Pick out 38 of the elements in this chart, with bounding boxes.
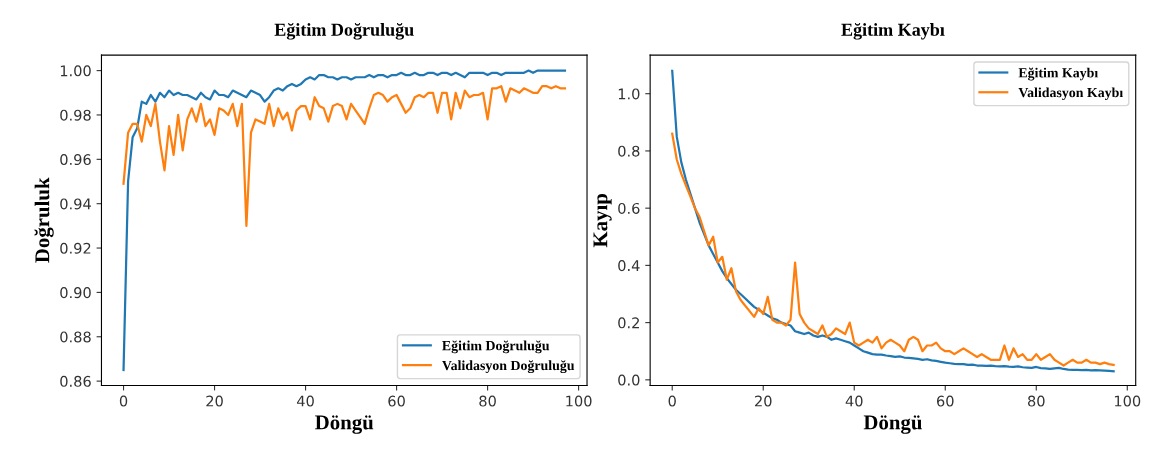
x-axis-title: Döngü [863, 415, 922, 434]
x-tick-label: 0 [119, 395, 128, 407]
y-tick-label: 0.90 [60, 287, 91, 299]
y-tick-label: 0.0 [618, 374, 640, 386]
legend-label: Validasyon Kaybı [1018, 87, 1123, 101]
x-tick-label: 40 [845, 395, 863, 407]
x-tick-label: 100 [566, 395, 592, 407]
legend-label: Validasyon Doğruluğu [442, 360, 575, 374]
y-tick-label: 0.8 [618, 145, 640, 157]
chart-title: Eğitim Doğruluğu [274, 22, 414, 40]
y-tick-label: 1.0 [618, 88, 640, 100]
y-tick-label: 0.88 [60, 331, 91, 343]
x-tick-label: 0 [668, 395, 676, 407]
y-tick-label: 0.2 [618, 317, 639, 329]
x-tick-label: 100 [1114, 395, 1141, 407]
legend-label: Eğitim Doğruluğu [442, 340, 550, 354]
x-tick-label: 40 [297, 395, 314, 407]
x-tick-label: 80 [1027, 395, 1045, 407]
chart-title: Eğitim Kaybı [841, 22, 945, 40]
y-tick-label: 0.96 [60, 154, 91, 166]
y-tick-label: 0.98 [60, 109, 91, 121]
y-tick-label: 0.4 [618, 260, 640, 272]
y-tick-label: 1.00 [60, 65, 91, 77]
y-tick-label: 0.92 [60, 242, 91, 254]
x-axis-title: Döngü [315, 415, 374, 434]
legend-label: Eğitim Kaybı [1018, 67, 1099, 81]
x-tick-label: 20 [206, 395, 223, 407]
line-series [122, 85, 567, 227]
line-series [671, 132, 1115, 367]
x-tick-label: 20 [755, 395, 772, 407]
y-tick-label: 0.86 [60, 375, 91, 387]
y-tick-label: 0.6 [618, 202, 640, 214]
y-axis-title: Kayıp [593, 193, 612, 248]
x-tick-label: 80 [479, 395, 496, 407]
x-tick-label: 60 [388, 395, 405, 407]
x-tick-label: 60 [937, 395, 954, 407]
y-tick-label: 0.94 [60, 198, 91, 210]
y-axis-title: Doğruluk [34, 177, 54, 263]
